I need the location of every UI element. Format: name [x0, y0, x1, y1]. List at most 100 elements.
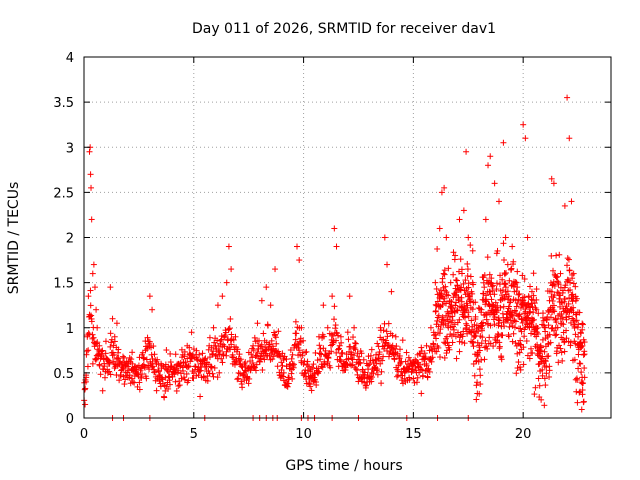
data-point [467, 298, 474, 305]
data-point [485, 162, 492, 169]
data-point [521, 333, 528, 340]
data-point [337, 356, 344, 363]
data-point [335, 332, 342, 339]
data-point [225, 326, 232, 333]
data-point [435, 344, 442, 351]
data-point [405, 354, 412, 361]
data-point [149, 363, 156, 370]
data-point [279, 350, 286, 357]
data-point [478, 356, 485, 363]
data-point [567, 339, 574, 346]
data-point [526, 304, 533, 311]
data-point [570, 280, 577, 287]
data-point [209, 370, 216, 377]
data-point [296, 347, 303, 354]
data-point [470, 343, 477, 350]
data-point [422, 354, 429, 361]
data-point [549, 298, 556, 305]
data-point [512, 279, 519, 286]
data-point [484, 254, 491, 261]
data-point [272, 334, 279, 341]
data-point [515, 296, 522, 303]
data-point [352, 365, 359, 372]
data-point [465, 234, 472, 241]
data-point [535, 375, 542, 382]
data-point [476, 347, 483, 354]
data-point [581, 365, 588, 372]
data-point [93, 340, 100, 347]
data-point [491, 313, 498, 320]
data-point [418, 348, 425, 355]
data-point [578, 343, 585, 350]
data-point [280, 356, 287, 363]
data-point [562, 282, 569, 289]
data-point [378, 368, 385, 375]
data-point [514, 284, 521, 291]
y-tick-label: 3 [66, 141, 74, 156]
data-point [87, 171, 94, 178]
data-point [115, 346, 122, 353]
data-point [420, 372, 427, 379]
data-point [90, 324, 97, 331]
data-point [275, 328, 282, 335]
data-point [249, 354, 256, 361]
data-point [439, 314, 446, 321]
y-tick-labels: 0 0.5 1 1.5 2 2.5 3 3.5 4 [53, 51, 74, 427]
data-point [383, 328, 390, 335]
data-point [339, 349, 346, 356]
data-point [258, 297, 265, 304]
data-point [288, 355, 295, 362]
data-point [496, 345, 503, 352]
data-point [565, 300, 572, 307]
data-point [412, 356, 419, 363]
data-point [345, 336, 352, 343]
data-point [124, 363, 131, 370]
data-point [494, 247, 501, 254]
data-point [304, 358, 311, 365]
data-point [275, 348, 282, 355]
data-point [579, 320, 586, 327]
data-point [166, 377, 173, 384]
data-point [542, 328, 549, 335]
data-point [347, 343, 354, 350]
data-point [443, 234, 450, 241]
data-point [550, 307, 557, 314]
data-point [520, 121, 527, 128]
data-point [255, 337, 262, 344]
data-point [119, 364, 126, 371]
data-point [165, 385, 172, 392]
data-point [180, 367, 187, 374]
data-point [450, 271, 457, 278]
data-point [91, 284, 98, 291]
data-point [482, 216, 489, 223]
data-point [151, 369, 158, 376]
data-point [436, 225, 443, 232]
data-point [219, 351, 226, 358]
data-point [107, 343, 114, 350]
data-point [423, 342, 430, 349]
data-point [414, 374, 421, 381]
data-point [284, 383, 291, 390]
data-point [118, 367, 125, 374]
data-point [464, 266, 471, 273]
data-point [433, 285, 440, 292]
data-point [121, 381, 128, 388]
data-point [538, 396, 545, 403]
data-point [172, 378, 179, 385]
data-point [185, 377, 192, 384]
data-point [478, 325, 485, 332]
data-point [317, 345, 324, 352]
data-point [438, 189, 445, 196]
data-point [309, 364, 316, 371]
data-point [322, 347, 329, 354]
data-point [526, 309, 533, 316]
data-point [129, 379, 136, 386]
data-point [110, 358, 117, 365]
data-point [351, 344, 358, 351]
data-point [443, 350, 450, 357]
data-point [328, 348, 335, 355]
data-point [441, 184, 448, 191]
data-point [517, 364, 524, 371]
data-point [178, 375, 185, 382]
data-point [513, 279, 520, 286]
